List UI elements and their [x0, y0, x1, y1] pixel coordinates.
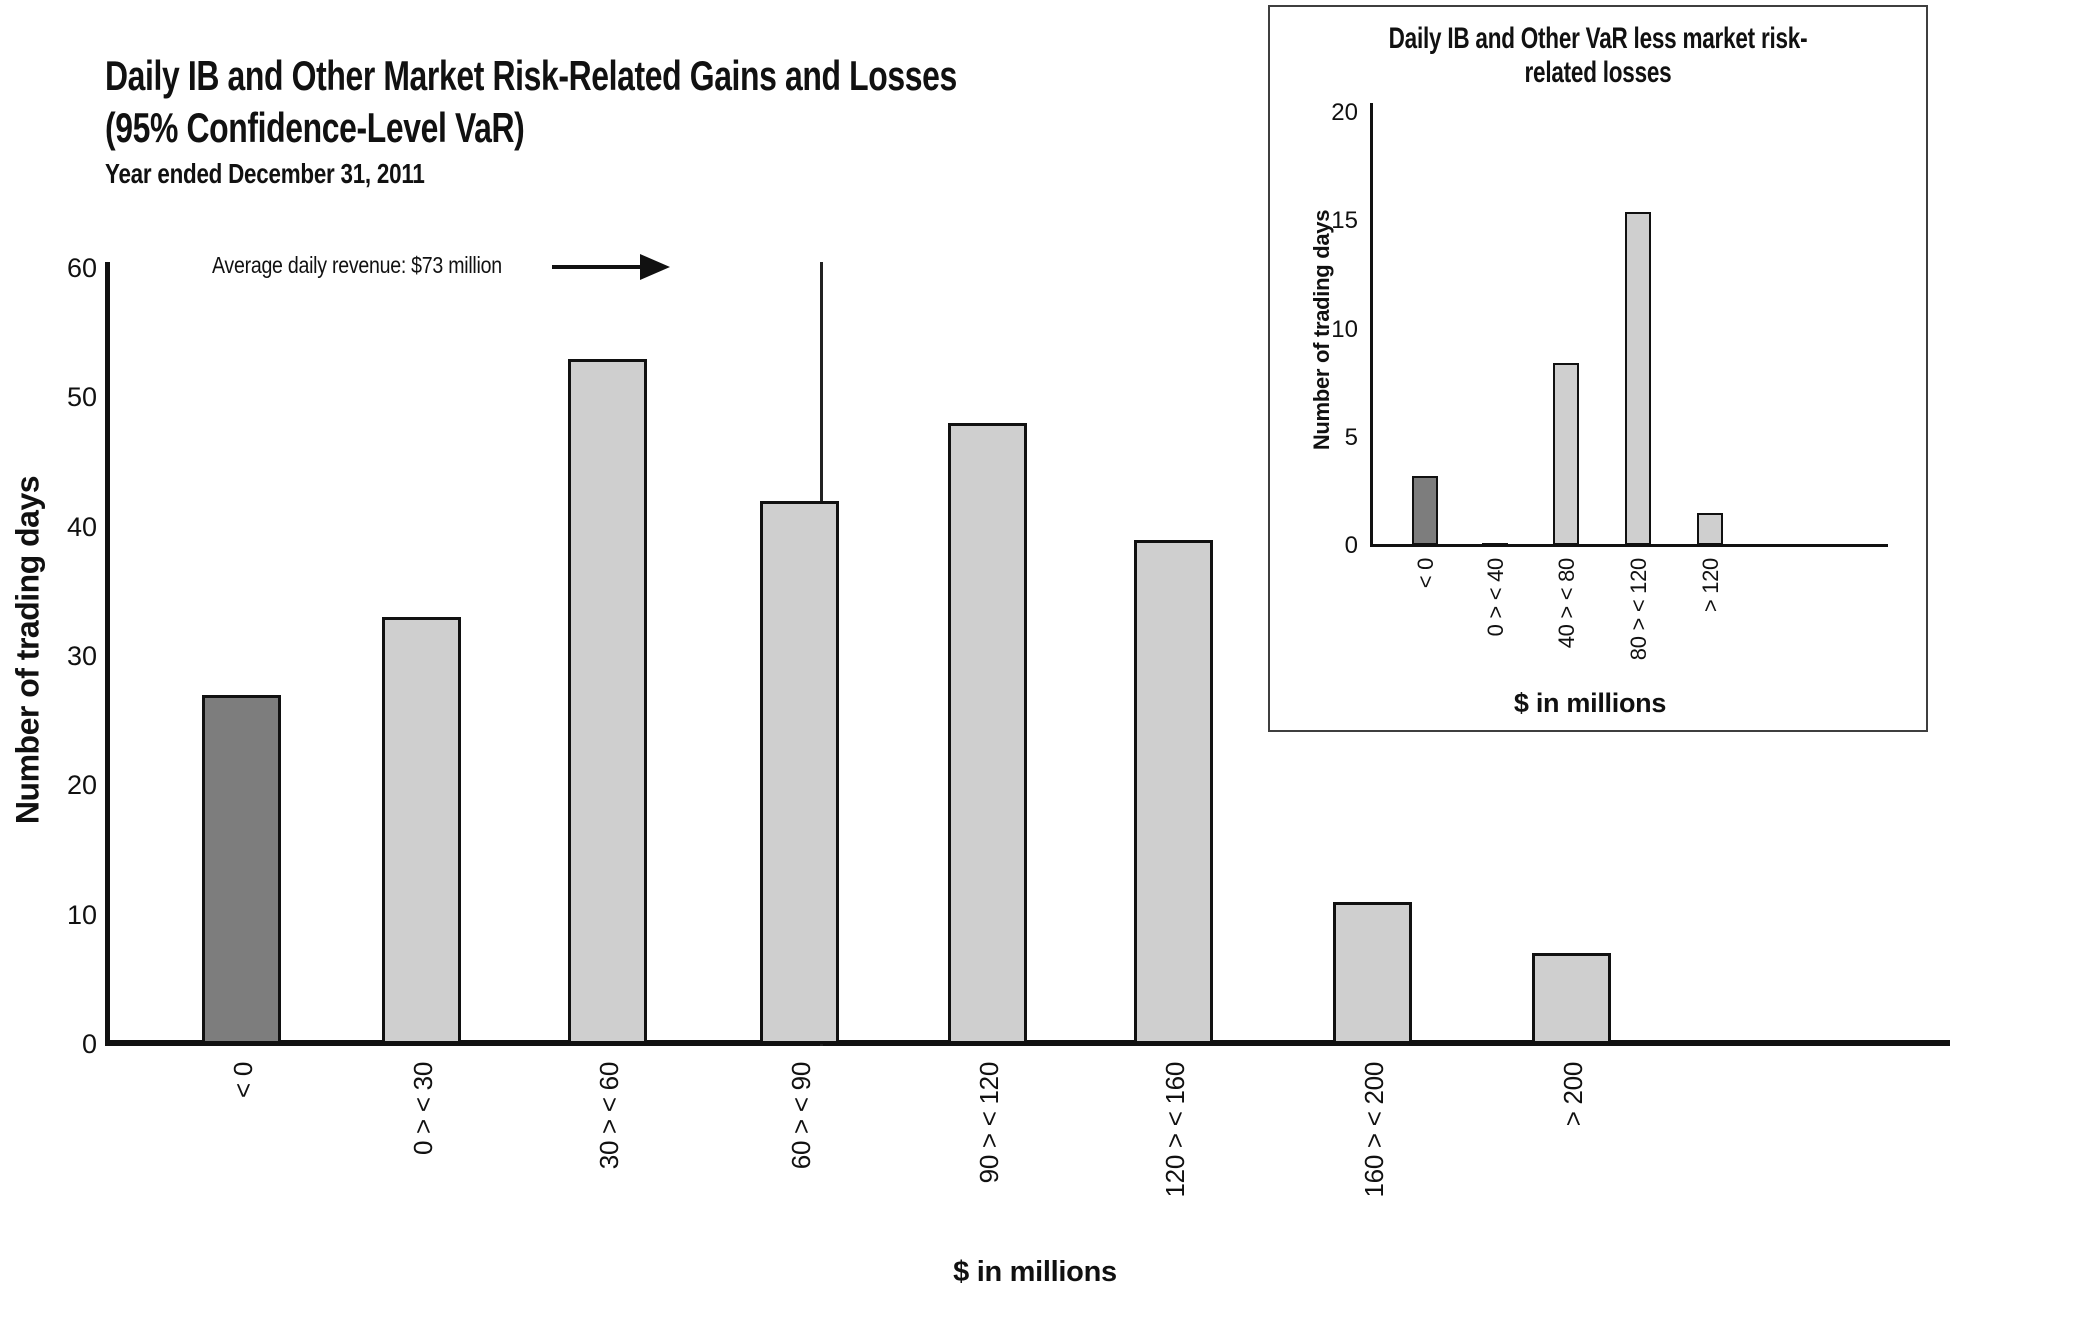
bar — [760, 501, 839, 1044]
y-tick-label: 0 — [1344, 532, 1358, 559]
y-tick-label: 20 — [1331, 99, 1358, 126]
bar — [1625, 212, 1651, 545]
x-category-label: 0 > < 40 — [1483, 558, 1508, 637]
main-chart-title-line2: (95% Confidence-Level VaR) — [105, 104, 525, 151]
x-category-label: < 0 — [1413, 558, 1438, 589]
main-chart-subtitle: Year ended December 31, 2011 — [105, 158, 425, 189]
annotation-arrow-head-icon — [640, 254, 670, 280]
x-category-label: > 200 — [1557, 1062, 1588, 1127]
x-category-label: > 120 — [1698, 558, 1723, 613]
inset-y-axis-line — [1370, 103, 1373, 547]
x-category-label: 0 > < 30 — [407, 1062, 438, 1156]
x-category-label: 80 > < 120 — [1626, 558, 1651, 661]
bar — [1553, 363, 1579, 545]
y-tick-label: 20 — [66, 770, 97, 801]
x-category-label: 160 > < 200 — [1358, 1062, 1389, 1198]
y-tick-label: 5 — [1344, 423, 1358, 451]
bar — [1532, 953, 1611, 1044]
y-tick-label: 30 — [66, 641, 97, 671]
bar — [948, 423, 1027, 1044]
bar — [202, 695, 281, 1044]
x-category-label: 40 > < 80 — [1554, 558, 1579, 649]
x-category-label: 60 > < 90 — [785, 1062, 816, 1170]
x-category-label: 30 > < 60 — [593, 1062, 624, 1170]
average-revenue-annotation: Average daily revenue: $73 million — [212, 252, 502, 278]
inset-chart-title: Daily IB and Other VaR less market risk-… — [1388, 22, 1808, 89]
bar — [1482, 543, 1508, 547]
x-category-label: 120 > < 160 — [1159, 1062, 1190, 1198]
y-tick-label: 60 — [66, 253, 97, 284]
y-tick-label: 10 — [66, 899, 97, 930]
inset-chart-box — [1268, 5, 1928, 732]
bar — [1412, 476, 1438, 545]
bar — [382, 617, 461, 1044]
y-tick-label: 50 — [66, 382, 97, 413]
y-tick-label: 10 — [1331, 315, 1358, 343]
y-tick-label: 0 — [81, 1029, 97, 1059]
bar — [1333, 902, 1412, 1044]
y-tick-label: 40 — [66, 511, 97, 542]
bar — [1697, 513, 1723, 545]
bar — [1134, 540, 1213, 1044]
annotation-arrow-line — [552, 265, 642, 269]
main-y-axis-line — [105, 262, 110, 1046]
main-x-axis-line — [105, 1040, 1950, 1046]
main-x-axis-title: $ in millions — [953, 1256, 1117, 1288]
x-category-label: < 0 — [227, 1062, 258, 1098]
main-chart-title-line1: Daily IB and Other Market Risk-Related G… — [105, 52, 957, 99]
inset-x-axis-title: $ in millions — [1513, 688, 1667, 718]
y-tick-label: 15 — [1331, 207, 1358, 235]
bar — [568, 359, 647, 1044]
inset-x-axis-line — [1370, 544, 1888, 547]
x-category-label: 90 > < 120 — [973, 1062, 1004, 1184]
